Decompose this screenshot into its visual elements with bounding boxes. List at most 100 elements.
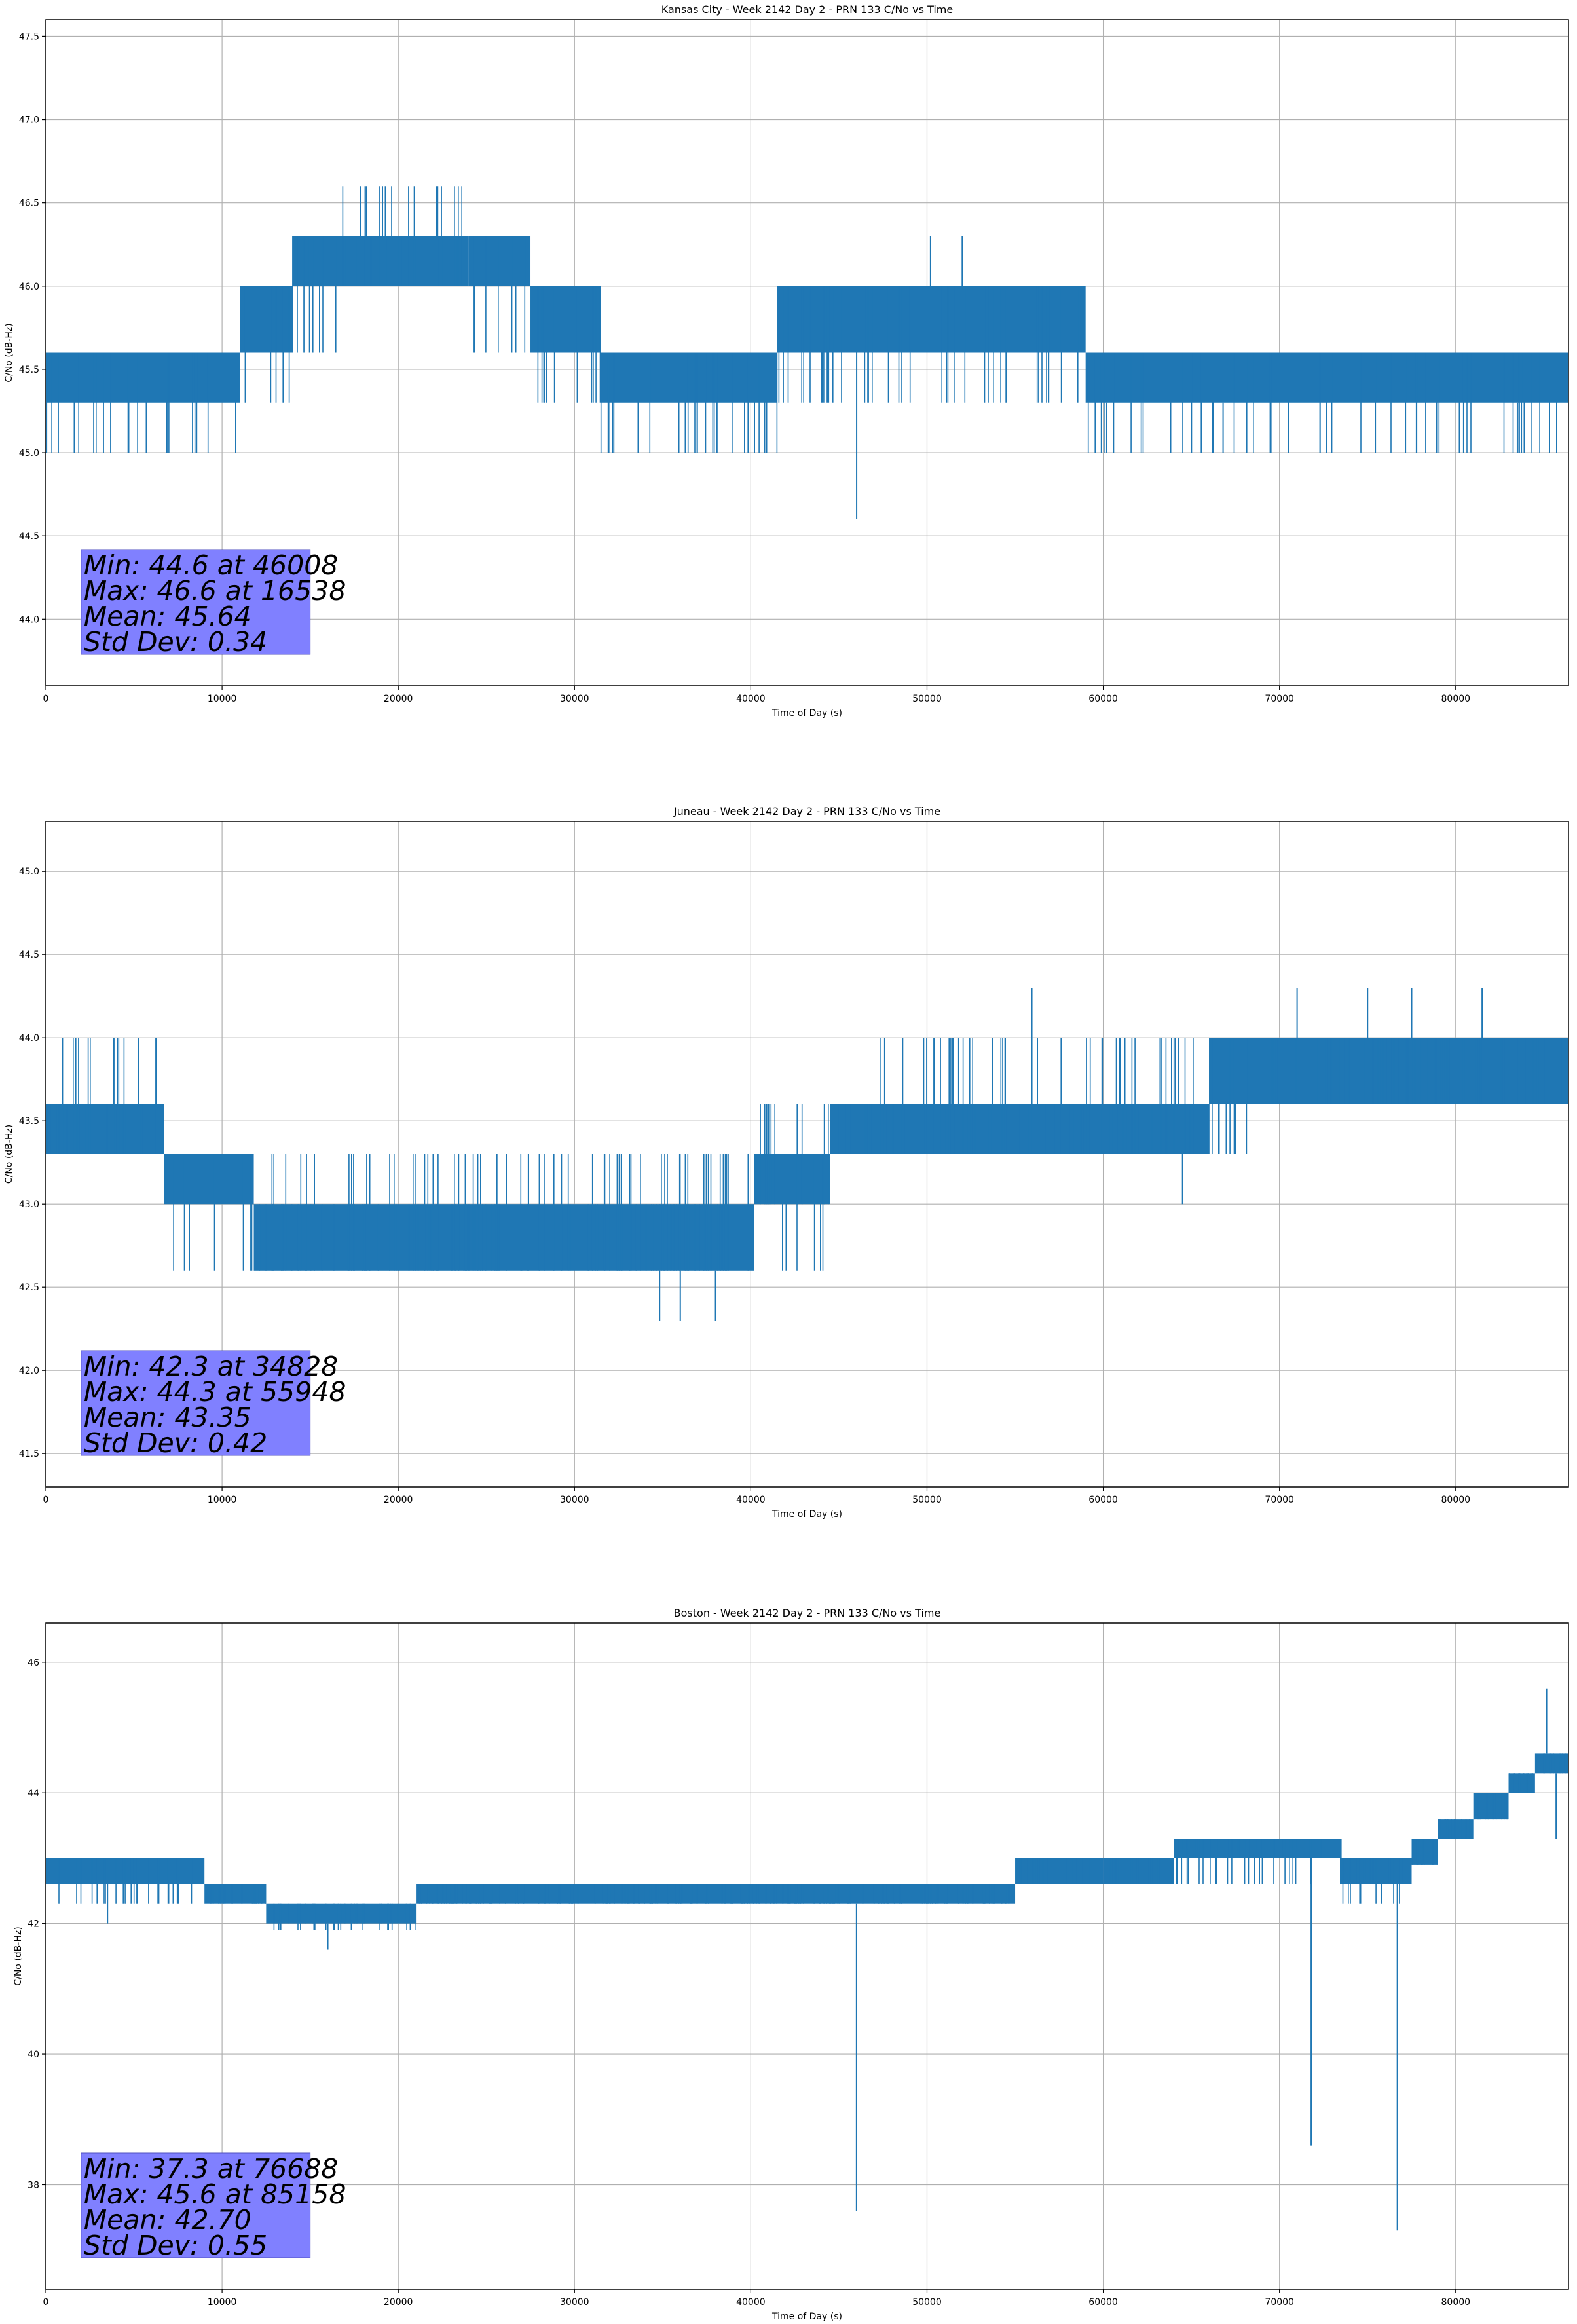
- data-band: [1438, 1819, 1474, 1839]
- stats-line: Mean: 45.64: [84, 601, 251, 632]
- data-noise: [259, 1154, 749, 1271]
- x-tick-label: 80000: [1441, 694, 1471, 704]
- x-tick-label: 60000: [1088, 1495, 1118, 1505]
- data-noise: [342, 186, 462, 286]
- stats-box-background: [81, 2152, 311, 2258]
- x-tick-label: 20000: [384, 694, 413, 704]
- data-segment: [1341, 1858, 1412, 1904]
- data-segment: [1103, 1858, 1174, 1884]
- x-tick-label: 60000: [1088, 694, 1118, 704]
- data-noise: [46, 1038, 158, 1154]
- data-band: [292, 236, 337, 286]
- x-tick-label: 30000: [560, 694, 589, 704]
- plot-frame: [45, 19, 1569, 686]
- x-tick-label: 20000: [384, 2297, 413, 2308]
- data-segment: [1085, 352, 1568, 453]
- data-noise: [760, 1104, 829, 1271]
- data-noise: [418, 1884, 1010, 1904]
- data-band: [46, 352, 240, 403]
- y-tick-label: 44: [28, 1788, 39, 1799]
- boston-chart: 0 10000 20000 30000 40000 50000 60000 70000 8000…: [13, 1607, 1569, 2322]
- y-tick-label: 42.0: [19, 1366, 39, 1376]
- data-band: [164, 1154, 254, 1205]
- data-segment: [46, 1038, 164, 1154]
- y-axis-label: C/No (dB-Hz): [13, 1926, 24, 1985]
- x-tick-label: 0: [43, 1495, 49, 1505]
- data-band: [530, 286, 601, 353]
- data-noise: [1342, 1858, 1403, 1904]
- stats-line: Min: 44.6 at 46008: [84, 550, 339, 581]
- y-tick-label: 45.0: [19, 867, 39, 877]
- data-band: [1174, 1839, 1341, 1858]
- data-segment: [266, 1903, 417, 1930]
- data-noise: [1412, 1839, 1434, 1865]
- data-band: [240, 286, 293, 353]
- data-segment: [1015, 1858, 1104, 1884]
- data-segment: [1438, 1819, 1474, 1839]
- x-tick-label: 30000: [560, 2297, 589, 2308]
- x-tick-label: 0: [43, 2297, 49, 2308]
- data-series: [46, 1688, 1568, 2231]
- data-segment: [1534, 1753, 1568, 1774]
- data-segment: [830, 1104, 874, 1154]
- data-band: [1103, 1858, 1174, 1884]
- kansas-city-chart: 0 10000 20000 30000 40000 50000 60000 70000 8000…: [4, 3, 1569, 719]
- x-tick-label: 40000: [736, 1495, 766, 1505]
- data-segment: [1209, 1038, 1271, 1154]
- data-band: [1534, 1753, 1568, 1774]
- stats-box-background: [81, 1350, 311, 1456]
- stats-line: Max: 46.6 at 16538: [84, 575, 346, 607]
- data-noise: [1109, 1858, 1174, 1884]
- data-segment: [1508, 1773, 1535, 1793]
- data-segment: [777, 286, 1086, 403]
- y-tick-label: 46.5: [19, 198, 39, 209]
- data-segment: [204, 1884, 267, 1904]
- data-segment: [292, 236, 337, 353]
- data-noise: [210, 1884, 267, 1904]
- data-noise: [1543, 1753, 1567, 1774]
- stats-line: Max: 44.3 at 55948: [84, 1376, 346, 1408]
- data-noise: [1509, 1773, 1533, 1793]
- x-tick-label: 30000: [560, 1495, 589, 1505]
- data-noise: [1474, 1793, 1508, 1820]
- y-tick-label: 43.0: [19, 1199, 39, 1210]
- x-tick-label: 60000: [1088, 2297, 1118, 2308]
- stats-box-background: [81, 549, 311, 655]
- x-tick-label: 50000: [912, 1495, 942, 1505]
- x-axis-label: Time of Day (s): [771, 1509, 842, 1520]
- data-band: [601, 352, 777, 403]
- data-noise: [1271, 1038, 1562, 1104]
- y-tick-label: 45.5: [19, 365, 39, 375]
- y-tick-label: 43.5: [19, 1116, 39, 1127]
- x-tick-label: 10000: [208, 1495, 237, 1505]
- juneau-chart: 0 10000 20000 30000 40000 50000 60000 70000 8000…: [4, 805, 1569, 1520]
- y-tick-label: 44.5: [19, 950, 39, 960]
- data-noise: [273, 1903, 416, 1930]
- data-segment: [46, 352, 240, 453]
- chart-title: Boston - Week 2142 Day 2 - PRN 133 C/No …: [674, 1607, 941, 1619]
- x-tick-label: 50000: [912, 694, 942, 704]
- x-tick-label: 10000: [208, 2297, 237, 2308]
- x-tick-label: 10000: [208, 694, 237, 704]
- y-tick-label: 44.5: [19, 531, 39, 542]
- data-series: [46, 988, 1568, 1321]
- y-tick-label: 41.5: [19, 1449, 39, 1459]
- x-tick-label: 70000: [1265, 694, 1294, 704]
- y-tick-label: 46.0: [19, 282, 39, 292]
- data-segment: [754, 1104, 830, 1271]
- data-segment: [468, 236, 531, 353]
- x-tick-label: 70000: [1265, 2297, 1294, 2308]
- chart-title: Juneau - Week 2142 Day 2 - PRN 133 C/No …: [673, 805, 940, 817]
- data-segment: [164, 1154, 254, 1271]
- x-tick-label: 50000: [912, 2297, 942, 2308]
- data-segment: [1473, 1793, 1509, 1820]
- y-tick-label: 46: [28, 1658, 39, 1668]
- data-segment: [874, 1038, 1210, 1154]
- y-axis-label: C/No (dB-Hz): [4, 1125, 14, 1184]
- stats-line: Mean: 42.70: [84, 2204, 251, 2236]
- stats-line: Std Dev: 0.34: [84, 626, 267, 658]
- y-tick-label: 42: [28, 1919, 39, 1930]
